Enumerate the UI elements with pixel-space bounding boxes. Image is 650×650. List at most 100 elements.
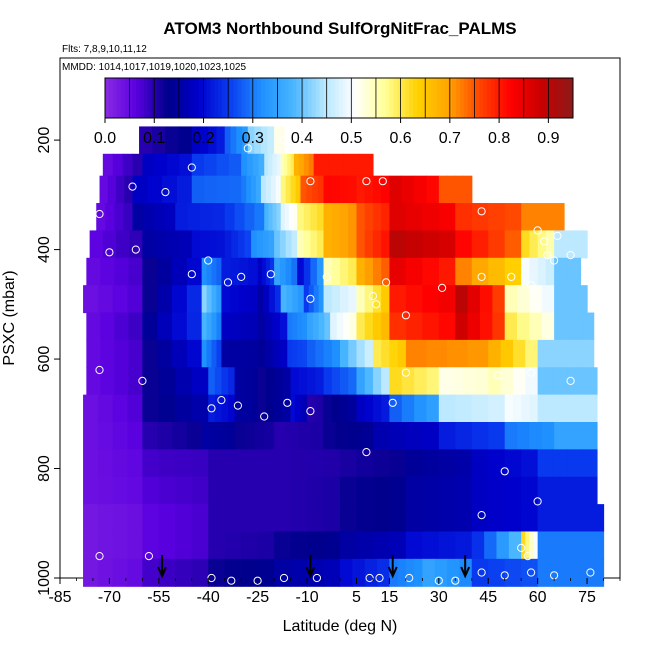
heatmap-cell [286, 285, 293, 314]
colorbar-swatch [354, 78, 359, 118]
heatmap-cell [328, 153, 344, 182]
heatmap-cell [142, 422, 158, 450]
heatmap-cell [438, 285, 456, 314]
colorbar-swatch [202, 78, 207, 118]
heatmap-cell [488, 476, 506, 505]
heatmap-cell [331, 339, 341, 368]
heatmap-cell [257, 394, 267, 423]
heatmap-cell [128, 257, 143, 286]
heatmap-cell [132, 203, 144, 232]
heatmap-cell [426, 394, 440, 423]
heatmap-cell [139, 126, 153, 155]
heatmap-cell [488, 257, 506, 286]
heatmap-cell [307, 476, 325, 505]
heatmap-cell [422, 285, 440, 314]
heatmap-cell [372, 476, 391, 505]
sample-point [306, 177, 315, 186]
heatmap-cell [356, 367, 366, 396]
heatmap-cell [438, 394, 456, 423]
heatmap-cell [157, 285, 173, 314]
colorbar-swatch [549, 78, 554, 118]
heatmap-cell [330, 312, 338, 341]
heatmap-cell [319, 394, 325, 423]
heatmap-cell [86, 312, 101, 341]
heatmap-cell [224, 504, 242, 533]
colorbar-tick-label: 0.4 [291, 130, 313, 147]
heatmap-cell [488, 367, 502, 396]
heatmap-cell [504, 257, 522, 286]
heatmap-cell [290, 558, 308, 587]
heatmap-cell [191, 230, 201, 259]
heatmap-cell [234, 203, 246, 232]
heatmap-cell [504, 504, 522, 533]
colorbar-swatch [526, 78, 531, 118]
y-tick-label: 400 [36, 236, 53, 263]
heatmap-cell [343, 153, 359, 182]
y-tick-label: 800 [36, 455, 53, 482]
heatmap-cell [316, 230, 325, 259]
colorbar-swatch [206, 78, 211, 118]
heatmap-cell [122, 153, 134, 182]
x-axis-label: Latitude (deg N) [283, 618, 398, 635]
y-tick-label: 1000 [36, 560, 53, 596]
heatmap-cell [529, 394, 539, 423]
heatmap-cell [463, 175, 473, 204]
sample-point [527, 281, 536, 290]
heatmap-cell [127, 531, 143, 560]
sample-point [128, 182, 137, 191]
colorbar-swatch [557, 78, 562, 118]
heatmap-cell [434, 558, 448, 587]
heatmap-cell [336, 312, 344, 341]
sample-point [95, 209, 104, 219]
heatmap-cell [114, 257, 129, 286]
heatmap-cell [316, 203, 325, 232]
heatmap-cell [323, 422, 337, 450]
heatmap-cell [240, 367, 247, 396]
heatmap-cell [191, 126, 201, 155]
heatmap-cell [127, 504, 143, 533]
heatmap-cell [316, 257, 325, 286]
heatmap-cell [165, 126, 180, 155]
heatmap-cell [153, 203, 166, 232]
heatmap-cell [208, 476, 226, 505]
heatmap-cell [389, 531, 407, 560]
heatmap-cell [132, 175, 148, 204]
heatmap-cell [268, 230, 275, 259]
colorbar-swatch [432, 78, 437, 118]
heatmap-cell [372, 531, 391, 560]
colorbar-swatch [257, 78, 262, 118]
heatmap-cell [83, 504, 99, 533]
heatmap-cell [438, 203, 456, 232]
colorbar-swatch [362, 78, 367, 118]
heatmap-cell [438, 476, 456, 505]
colorbar-swatch [436, 78, 441, 118]
sample-point [378, 177, 387, 186]
heatmap-cell [264, 203, 269, 232]
colorbar-swatch [510, 78, 515, 118]
sample-point [586, 568, 595, 577]
sample-point [523, 552, 532, 561]
heatmap-cell [186, 339, 203, 368]
colorbar-swatch [495, 78, 500, 118]
heatmap-cell [529, 312, 543, 341]
heatmap-cell [512, 367, 526, 396]
heatmap-cell [292, 339, 298, 368]
heatmap-cell [504, 230, 522, 259]
colorbar-swatch [479, 78, 484, 118]
heatmap-cell [86, 367, 101, 396]
heatmap-cell [248, 339, 259, 368]
heatmap-cell [254, 203, 265, 232]
heatmap-cell [83, 476, 99, 505]
heatmap-cell [381, 175, 391, 204]
heatmap-cell [211, 339, 218, 368]
colorbar-swatch [147, 78, 153, 118]
heatmap-cell [285, 175, 292, 204]
heatmap-cell [230, 312, 241, 341]
colorbar-swatch [319, 78, 324, 118]
heatmap-cell [191, 394, 209, 423]
y-tick-label: 200 [36, 127, 53, 154]
heatmap-cell [265, 339, 274, 368]
heatmap-cell [175, 558, 193, 587]
colorbar-tick-label: 0.0 [94, 130, 116, 147]
heatmap-cell [274, 504, 292, 533]
